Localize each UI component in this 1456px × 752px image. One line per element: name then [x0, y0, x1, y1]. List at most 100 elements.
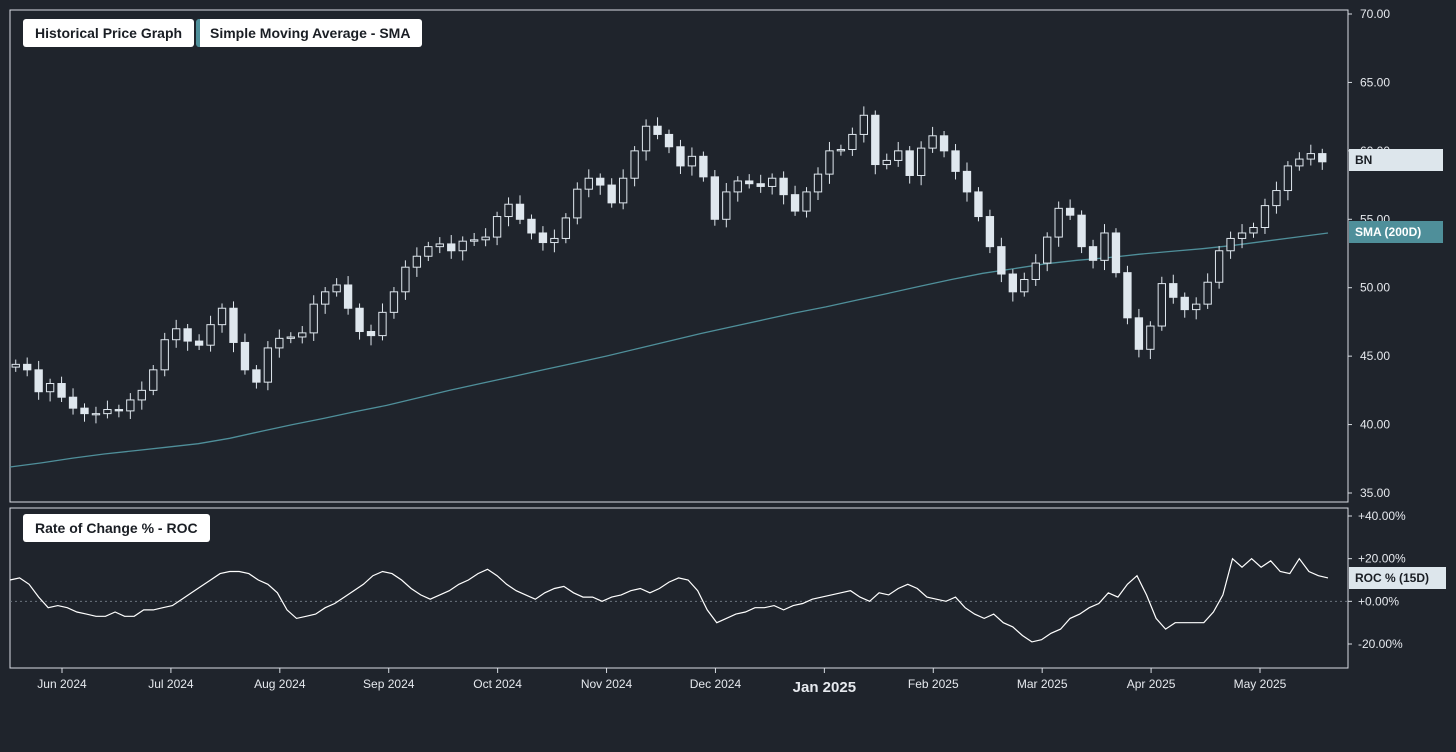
candle-body [1123, 272, 1132, 319]
candle [676, 139, 685, 174]
legend-price-title[interactable]: Historical Price Graph [23, 19, 195, 47]
price-panel-frame [9, 9, 1349, 503]
candle-body [733, 180, 742, 193]
sma-value-tag: SMA (200D) [1349, 221, 1443, 243]
roc-y-tick-label: +40.00% [1358, 509, 1406, 523]
candle-body [836, 148, 846, 152]
candle [103, 400, 112, 419]
candle-body [45, 383, 55, 393]
candle-body [1100, 232, 1109, 261]
price-y-tick-label: 65.00 [1360, 75, 1390, 89]
candle-body [435, 243, 444, 248]
candle-body [939, 135, 949, 152]
x-tick-label: Aug 2024 [254, 677, 306, 691]
candle [997, 237, 1006, 283]
candle-body [126, 399, 135, 412]
candle [240, 333, 250, 375]
candle [1295, 152, 1304, 171]
candle [343, 276, 353, 315]
candle-body [206, 324, 215, 346]
candle-body [779, 177, 788, 196]
candle [1031, 254, 1040, 286]
candle-body [584, 177, 593, 190]
candle [1020, 272, 1029, 297]
candle [802, 187, 811, 218]
candle-body [1088, 246, 1098, 261]
candle [23, 357, 32, 377]
candle-body [722, 191, 731, 220]
candle-body [11, 363, 20, 368]
candle [630, 146, 639, 187]
candle-body [366, 331, 376, 337]
candle [561, 213, 571, 244]
candle-body [194, 340, 204, 346]
candle-body [114, 409, 124, 412]
candle [217, 303, 227, 333]
candle [34, 360, 43, 400]
candle-body [1214, 250, 1224, 283]
x-tick-label: Dec 2024 [690, 677, 742, 691]
roc-y-tick-label: +0.00% [1358, 594, 1399, 608]
candle [45, 378, 55, 402]
roc-y-tick-label: -20.00% [1358, 637, 1403, 651]
candle [527, 214, 536, 240]
candle-body [137, 389, 146, 401]
candle-body [504, 203, 513, 218]
candle [882, 153, 891, 170]
candle [378, 303, 387, 341]
candle-body [34, 369, 43, 393]
candle [1123, 265, 1132, 325]
candle [286, 332, 295, 344]
candle [939, 131, 949, 158]
candle-body [653, 125, 662, 135]
candle [172, 319, 181, 348]
candle-body [767, 177, 777, 187]
candle [1237, 224, 1247, 249]
candle-body [183, 328, 192, 342]
candle [722, 183, 731, 228]
candle [848, 127, 857, 156]
x-tick-label: Jul 2024 [148, 677, 194, 691]
candle-body [825, 150, 834, 175]
candle [355, 303, 364, 340]
candle-body [905, 150, 914, 176]
candle [1203, 273, 1212, 309]
candle-body [389, 291, 399, 313]
candle [1077, 210, 1086, 254]
candle-body [1065, 207, 1075, 216]
candle [1283, 161, 1293, 201]
candle-body [401, 266, 410, 293]
candle-body [882, 159, 891, 166]
candle-body [1043, 236, 1052, 264]
candle [504, 197, 513, 227]
candle-body [1031, 262, 1040, 281]
candle [1318, 148, 1327, 170]
candle [149, 365, 158, 396]
candle-body [997, 246, 1006, 275]
candle [252, 365, 261, 389]
candle [309, 295, 318, 341]
candle [1180, 292, 1189, 318]
candle-body [1260, 205, 1270, 228]
candle [1157, 276, 1166, 331]
candle-body [240, 341, 250, 371]
x-tick-label: Sep 2024 [363, 677, 415, 691]
candle [825, 141, 834, 184]
candle-body [321, 291, 330, 305]
candle [80, 403, 89, 422]
legend-sma-title[interactable]: Simple Moving Average - SMA [196, 19, 423, 47]
candle-body [469, 239, 479, 242]
candle-body [916, 147, 926, 176]
price-y-tick-label: 45.00 [1360, 349, 1390, 363]
x-tick-label: May 2025 [1234, 677, 1287, 691]
candle [871, 110, 880, 175]
legend-roc-title[interactable]: Rate of Change % - ROC [23, 514, 210, 542]
candle [91, 406, 101, 424]
candle-body [1134, 317, 1144, 350]
candle-body [91, 413, 101, 416]
candle [68, 388, 78, 415]
roc-value-tag: ROC % (15D) [1349, 567, 1446, 589]
candle-body [1157, 283, 1166, 327]
candle [194, 334, 204, 350]
